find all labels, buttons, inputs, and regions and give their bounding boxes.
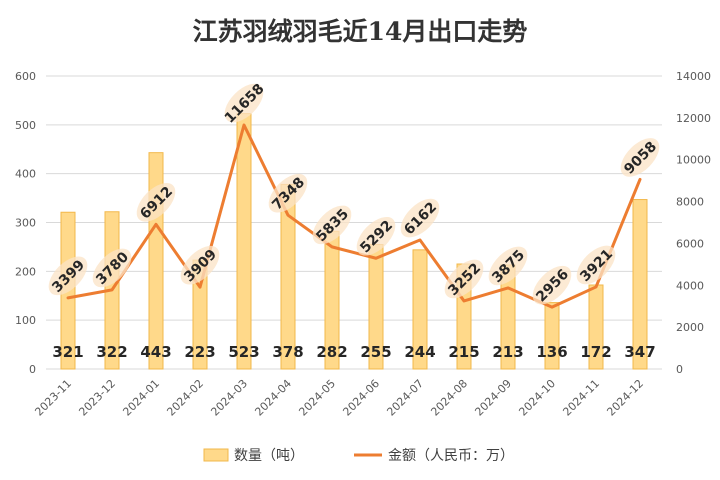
y-left-tick-label: 200	[15, 265, 36, 278]
x-tick-label: 2024-11	[560, 377, 602, 419]
bar-data-label: 215	[448, 343, 479, 361]
bar-data-label: 321	[52, 343, 83, 361]
bar-data-label: 282	[316, 343, 347, 361]
x-tick-label: 2023-12	[76, 377, 118, 419]
bar	[236, 113, 252, 370]
bar-data-label: 255	[360, 343, 391, 361]
bar-data-label: 347	[624, 343, 655, 361]
chart-title: 江苏羽绒羽毛近14月出口走势	[192, 17, 528, 46]
line-label-halo	[356, 216, 396, 256]
legend-swatch-bar	[203, 448, 229, 462]
legend-label-bar: 数量（吨）	[234, 448, 304, 464]
line-label-halo	[268, 173, 308, 213]
y-right-tick-label: 4000	[676, 279, 704, 292]
bar-data-label: 322	[96, 343, 127, 361]
y-right-tick-label: 12000	[676, 112, 711, 125]
y-left-tick-label: 0	[29, 363, 36, 376]
y-left-tick-label: 100	[15, 314, 36, 327]
x-tick-label: 2024-10	[516, 377, 558, 419]
bar-data-label: 213	[492, 343, 523, 361]
legend-label-line: 金额（人民币：万）	[388, 448, 514, 464]
bar	[544, 302, 560, 370]
y-right-tick-label: 8000	[676, 196, 704, 209]
line-label-halo	[620, 138, 660, 177]
line-label-halo	[136, 183, 176, 222]
line-label-halo	[312, 205, 352, 245]
bar-data-label: 523	[228, 343, 259, 361]
x-tick-label: 2024-08	[428, 377, 470, 419]
y-left-tick-label: 400	[15, 168, 36, 181]
y-left-tick-label: 500	[15, 119, 36, 132]
line-label-halo	[224, 83, 264, 123]
y-right-tick-label: 14000	[676, 70, 711, 83]
line-label-halo	[48, 256, 88, 296]
bar-data-label: 136	[536, 343, 567, 361]
x-tick-label: 2024-06	[340, 377, 382, 419]
bar-data-label: 172	[580, 343, 611, 361]
bar-data-label: 244	[404, 343, 435, 361]
x-tick-label: 2024-02	[164, 377, 206, 419]
line-label-halo	[576, 245, 616, 285]
x-tick-label: 2024-04	[252, 377, 294, 419]
line-label-halo	[444, 259, 484, 299]
y-left-tick-label: 300	[15, 217, 36, 230]
line-label-halo	[400, 198, 440, 238]
bar	[632, 199, 648, 370]
line-label-halo	[180, 245, 220, 285]
x-tick-label: 2024-07	[384, 377, 426, 419]
x-tick-label: 2024-12	[604, 377, 646, 419]
y-right-tick-label: 10000	[676, 154, 711, 167]
line-label-halo	[488, 246, 528, 286]
x-tick-label: 2024-05	[296, 377, 338, 419]
bar-data-label: 378	[272, 343, 303, 361]
x-tick-label: 2023-11	[32, 377, 74, 419]
line-label-halo	[532, 265, 572, 305]
bar	[412, 249, 428, 370]
y-right-tick-label: 2000	[676, 321, 704, 334]
y-right-tick-label: 0	[676, 363, 683, 376]
bar-data-label: 443	[140, 343, 171, 361]
line-label-halo	[92, 248, 132, 288]
y-left-tick-label: 600	[15, 70, 36, 83]
y-right-tick-label: 6000	[676, 237, 704, 250]
x-tick-label: 2024-01	[120, 377, 162, 419]
x-tick-label: 2024-03	[208, 377, 250, 419]
x-tick-label: 2024-09	[472, 377, 514, 419]
bar-data-label: 223	[184, 343, 215, 361]
